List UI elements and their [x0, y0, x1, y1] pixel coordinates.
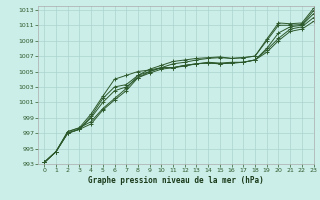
- X-axis label: Graphe pression niveau de la mer (hPa): Graphe pression niveau de la mer (hPa): [88, 176, 264, 185]
